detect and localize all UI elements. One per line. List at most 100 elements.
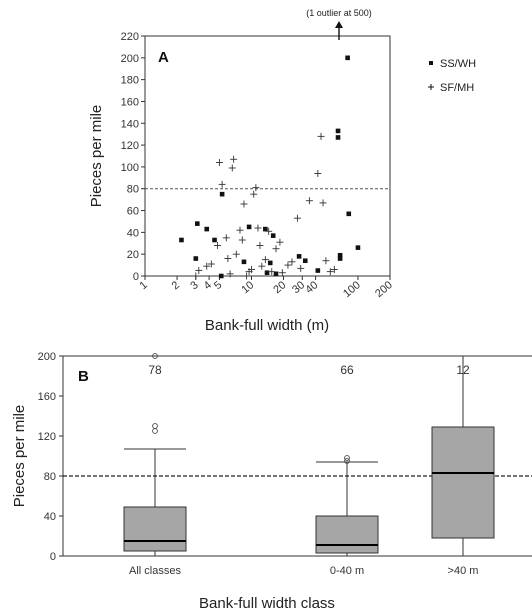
- y-tick-label: 60: [127, 206, 139, 218]
- panel-a-frame: [144, 35, 391, 277]
- point-sf-mh: [232, 250, 240, 258]
- box-iqr: [123, 506, 187, 552]
- point-ss-wh: [273, 271, 279, 277]
- panel-a-letter: A: [158, 49, 169, 66]
- point-sf-mh: [207, 260, 215, 268]
- y-tick-label: 40: [127, 227, 139, 239]
- panel-b-x-labels: All classes 0-40 m >40 m: [129, 565, 478, 577]
- box-iqr: [431, 426, 495, 539]
- box-iqr: [315, 515, 379, 554]
- legend-cross-icon: [428, 84, 434, 90]
- outlier-point: [344, 458, 350, 464]
- point-sf-mh: [215, 159, 223, 167]
- panel-a-x-label: Bank-full width (m): [205, 317, 329, 334]
- sample-count: 66: [340, 363, 354, 377]
- point-sf-mh: [288, 258, 296, 266]
- point-sf-mh: [192, 272, 200, 280]
- point-ss-wh: [218, 273, 224, 279]
- y-tick-label: 80: [127, 184, 139, 196]
- y-tick-label: 120: [38, 431, 56, 443]
- point-sf-mh: [314, 169, 322, 177]
- legend-square-icon: [429, 61, 433, 65]
- panel-b-x-label: Bank-full width class: [199, 595, 335, 612]
- point-sf-mh: [265, 227, 273, 235]
- point-ss-wh: [337, 252, 343, 258]
- point-sf-mh: [261, 256, 269, 264]
- point-ss-wh: [179, 237, 184, 243]
- point-ss-wh: [296, 254, 302, 259]
- x-tick-label: 2: [170, 279, 182, 292]
- y-tick-label: 120: [121, 140, 139, 152]
- point-ss-wh: [270, 233, 276, 238]
- point-sf-mh: [305, 197, 313, 205]
- panel-b-y-ticks: 0 40 80 120 160 200: [38, 351, 63, 563]
- point-ss-wh: [212, 237, 217, 243]
- x-tick-label: 3: [188, 279, 200, 292]
- point-sf-mh: [195, 267, 203, 275]
- point-ss-wh: [335, 135, 341, 140]
- y-tick-label: 80: [44, 471, 56, 483]
- legend-label-sf-mh: SF/MH: [440, 82, 474, 94]
- x-tick-label: 1: [138, 279, 150, 292]
- point-ss-wh: [219, 191, 225, 197]
- outlier-point: [152, 428, 158, 434]
- sample-count: 12: [456, 363, 470, 377]
- category-label: >40 m: [448, 565, 479, 577]
- point-sf-mh: [236, 226, 244, 234]
- outlier-point: [344, 455, 350, 461]
- point-ss-wh: [302, 258, 308, 264]
- point-ss-wh: [346, 211, 352, 217]
- point-ss-wh: [345, 55, 350, 61]
- legend: SS/WH SF/MH: [428, 58, 476, 94]
- point-ss-wh: [246, 224, 252, 230]
- outlier-annotation: (1 outlier at 500): [306, 8, 372, 18]
- point-sf-mh: [240, 200, 248, 208]
- y-tick-label: 100: [121, 162, 139, 174]
- point-sf-mh: [250, 190, 258, 198]
- point-sf-mh: [203, 262, 211, 270]
- point-sf-mh: [278, 269, 286, 277]
- box-2: [431, 355, 495, 557]
- point-sf-mh: [272, 245, 280, 253]
- x-tick-label: 20: [271, 279, 288, 296]
- point-sf-mh: [238, 236, 246, 244]
- point-sf-mh: [256, 241, 264, 249]
- panel-a: 0 20 40 60 80 100 120 140 160 180 200 220 1 2 3 45 10 20…: [88, 8, 476, 334]
- point-ss-wh: [264, 270, 270, 276]
- category-label: All classes: [129, 565, 181, 577]
- y-tick-label: 220: [121, 31, 139, 43]
- outlier-point: [152, 423, 158, 429]
- y-tick-label: 0: [50, 551, 56, 563]
- point-sf-mh: [218, 180, 226, 188]
- sample-count: 78: [148, 363, 162, 377]
- point-ss-wh: [315, 268, 321, 273]
- point-sf-mh: [293, 214, 301, 222]
- y-tick-label: 20: [127, 249, 139, 261]
- box-1: [315, 455, 379, 557]
- panel-b-frame: [62, 355, 532, 557]
- y-tick-label: 160: [121, 96, 139, 108]
- point-sf-mh: [319, 199, 327, 207]
- point-sf-mh: [224, 255, 232, 263]
- point-sf-mh: [226, 270, 234, 278]
- point-ss-wh: [204, 226, 210, 232]
- category-label: 0-40 m: [330, 565, 364, 577]
- panel-a-y-ticks: 0 20 40 60 80 100 120 140 160 180 200 220: [121, 31, 145, 283]
- point-sf-mh: [243, 272, 251, 280]
- panel-b-y-label: Pieces per mile: [11, 405, 28, 508]
- point-sf-mh: [322, 257, 330, 265]
- point-sf-mh: [230, 155, 238, 163]
- legend-label-ss-wh: SS/WH: [440, 58, 476, 70]
- y-tick-label: 200: [38, 351, 56, 363]
- point-ss-wh: [337, 256, 343, 261]
- y-tick-label: 0: [133, 271, 139, 283]
- point-sf-mh: [284, 261, 292, 269]
- y-tick-label: 200: [121, 53, 139, 65]
- panel-b: 0 40 80 120 160 200 All classes 0-40 m >40 m 78…: [11, 351, 532, 612]
- x-tick-label: 100: [341, 279, 363, 300]
- point-sf-mh: [276, 238, 284, 246]
- point-ss-wh: [355, 245, 361, 250]
- x-tick-label: 10: [239, 279, 256, 296]
- point-sf-mh: [222, 234, 230, 242]
